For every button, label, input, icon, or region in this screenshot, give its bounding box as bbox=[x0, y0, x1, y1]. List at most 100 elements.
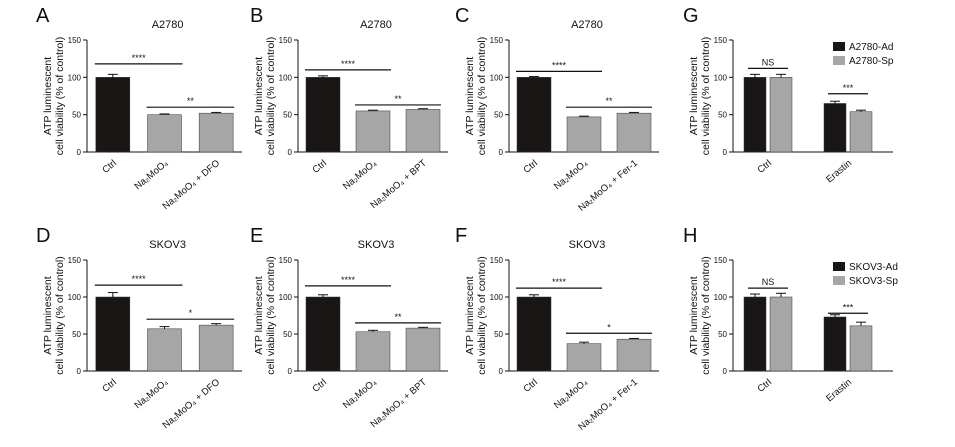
bar-2 bbox=[355, 110, 391, 153]
y-tick-label: 0 bbox=[499, 148, 504, 157]
y-tick-label: 0 bbox=[288, 148, 293, 157]
bar-3 bbox=[405, 327, 441, 372]
significance-label: ** bbox=[394, 312, 402, 322]
bar-1-1 bbox=[743, 77, 767, 153]
y-tick-label: 0 bbox=[499, 367, 504, 376]
x-tick-label: Na₂MoO₄ bbox=[341, 377, 379, 411]
y-tick-label: 0 bbox=[723, 148, 728, 157]
panel-letter: E bbox=[250, 225, 263, 247]
x-tick-label: Ctrl bbox=[100, 158, 118, 176]
y-tick-label: 50 bbox=[494, 111, 503, 120]
y-tick-label: 0 bbox=[723, 367, 728, 376]
y-tick-label: 50 bbox=[72, 111, 81, 120]
y-tick-label: 150 bbox=[714, 256, 728, 265]
y-tick-label: 50 bbox=[494, 330, 503, 339]
y-tick-label: 0 bbox=[77, 367, 82, 376]
bar-2-1 bbox=[769, 77, 793, 153]
y-axis-label: cell viability (% of control) bbox=[700, 37, 712, 155]
bar-1 bbox=[95, 77, 131, 153]
panel-g: G ATP luminescent cell viability (% of con… bbox=[683, 5, 894, 185]
panel-d: D SKOV3 ATP luminescent cell viability (% o… bbox=[36, 225, 242, 431]
y-axis-label: cell viability (% of control) bbox=[476, 37, 488, 155]
panel-letter: D bbox=[36, 225, 50, 247]
bar-2-2 bbox=[849, 325, 873, 372]
y-axis-label: ATP luminescent bbox=[253, 276, 265, 354]
bar-1 bbox=[95, 296, 131, 372]
y-tick-label: 150 bbox=[68, 36, 82, 45]
significance-label: ** bbox=[187, 96, 195, 106]
panel-title: SKOV3 bbox=[358, 239, 395, 251]
bar-2 bbox=[355, 331, 391, 372]
y-tick-label: 150 bbox=[490, 36, 504, 45]
bar-3 bbox=[198, 112, 234, 153]
x-tick-label: Na₂MoO₄ bbox=[132, 377, 170, 411]
y-axis-label: ATP luminescent bbox=[253, 57, 265, 135]
x-tick-label: Na₂MoO₄ bbox=[132, 158, 170, 192]
significance-label: **** bbox=[341, 275, 356, 285]
y-tick-label: 50 bbox=[718, 111, 727, 120]
y-tick-label: 150 bbox=[68, 256, 82, 265]
legend-swatch bbox=[833, 42, 845, 51]
y-axis-label: ATP luminescent bbox=[688, 57, 700, 135]
significance-label: *** bbox=[843, 83, 854, 93]
y-tick-label: 0 bbox=[288, 367, 293, 376]
x-tick-label: Erastin bbox=[824, 158, 854, 185]
bar-2 bbox=[147, 114, 182, 153]
panel-a: A A2780 ATP luminescent cell viability (% o… bbox=[36, 5, 242, 212]
panel-h: H ATP luminescent cell viability (% of con… bbox=[683, 225, 898, 404]
x-tick-label: Ctrl bbox=[522, 158, 540, 176]
y-axis-label: ATP luminescent bbox=[688, 276, 700, 354]
significance-label: **** bbox=[552, 277, 567, 287]
significance-label: NS bbox=[762, 277, 775, 287]
y-axis-label: cell viability (% of control) bbox=[476, 256, 488, 374]
panel-title: A2780 bbox=[360, 19, 392, 31]
x-tick-label: Erastin bbox=[824, 377, 854, 404]
x-tick-label: Ctrl bbox=[756, 377, 774, 395]
y-tick-label: 100 bbox=[714, 293, 728, 302]
y-axis-label: cell viability (% of control) bbox=[265, 37, 277, 155]
legend-swatch bbox=[833, 56, 845, 65]
panel-letter: F bbox=[455, 225, 467, 247]
significance-label: * bbox=[189, 308, 193, 318]
significance-label: *** bbox=[843, 302, 854, 312]
bar-1 bbox=[516, 296, 552, 372]
panel-e: E SKOV3 ATP luminescent cell viability (% o… bbox=[250, 225, 448, 430]
significance-label: **** bbox=[132, 53, 147, 63]
legend-label: A2780-Sp bbox=[849, 56, 894, 67]
significance-label: **** bbox=[132, 274, 147, 284]
panel-title: A2780 bbox=[571, 19, 603, 31]
x-tick-label: Na₂MoO₄ bbox=[552, 158, 590, 192]
x-tick-label: Na₂MoO₄ bbox=[552, 377, 590, 411]
y-tick-label: 50 bbox=[72, 330, 81, 339]
bar-2 bbox=[566, 116, 602, 153]
x-tick-label: Ctrl bbox=[522, 377, 540, 395]
bar-1 bbox=[305, 296, 341, 372]
legend-label: SKOV3-Sp bbox=[849, 276, 898, 287]
bar-1 bbox=[516, 77, 552, 153]
bar-2 bbox=[147, 328, 182, 372]
y-axis-label: ATP luminescent bbox=[42, 276, 54, 354]
y-tick-label: 100 bbox=[279, 73, 293, 82]
y-tick-label: 100 bbox=[490, 293, 504, 302]
y-axis-label: cell viability (% of control) bbox=[54, 256, 66, 374]
y-axis-label: cell viability (% of control) bbox=[54, 37, 66, 155]
y-axis-label: ATP luminescent bbox=[464, 57, 476, 135]
bar-2-1 bbox=[769, 296, 793, 372]
y-tick-label: 100 bbox=[714, 73, 728, 82]
y-axis-label: cell viability (% of control) bbox=[265, 256, 277, 374]
bar-3 bbox=[616, 338, 652, 372]
panel-letter: H bbox=[683, 225, 697, 247]
bar-1 bbox=[305, 77, 341, 153]
x-tick-label: Ctrl bbox=[311, 377, 329, 395]
legend-label: A2780-Ad bbox=[849, 42, 893, 53]
significance-label: **** bbox=[552, 60, 567, 70]
bar-1-2 bbox=[823, 103, 847, 153]
y-tick-label: 100 bbox=[68, 293, 82, 302]
x-tick-label: Ctrl bbox=[311, 158, 329, 176]
bar-3 bbox=[616, 112, 652, 153]
y-tick-label: 50 bbox=[718, 330, 727, 339]
y-axis-label: cell viability (% of control) bbox=[700, 256, 712, 374]
significance-label: NS bbox=[762, 57, 775, 67]
y-tick-label: 150 bbox=[714, 36, 728, 45]
